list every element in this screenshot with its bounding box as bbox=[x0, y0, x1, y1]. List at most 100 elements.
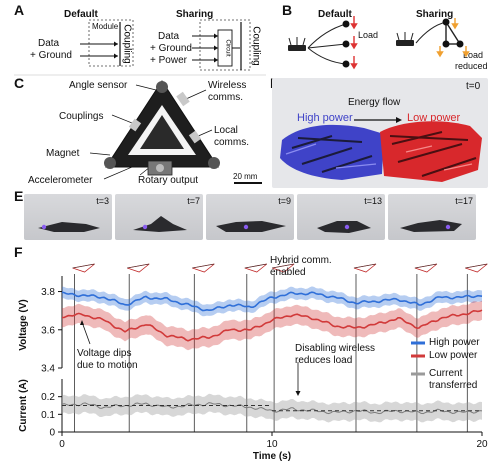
router-icon-sharing bbox=[396, 32, 414, 46]
node-sharing-2 bbox=[442, 40, 450, 48]
frame-robot-0 bbox=[38, 222, 100, 232]
panel-a-module-label: Module bbox=[92, 22, 119, 31]
panel-a-default-coupling: Coupling bbox=[121, 24, 132, 63]
legend-current-label-2: transferred bbox=[429, 380, 478, 391]
time-tick-label-2: 20 bbox=[476, 439, 488, 450]
panel-a-sharing-input-0: Data bbox=[158, 31, 180, 42]
label-rotary-output: Rotary output bbox=[138, 175, 199, 186]
frame-1: t=7 bbox=[115, 194, 203, 240]
voltage-series-1 bbox=[62, 309, 483, 342]
label-accelerometer: Accelerometer bbox=[28, 175, 93, 186]
pose-glyph-2 bbox=[192, 263, 215, 273]
label-scale: 20 mm bbox=[233, 172, 258, 181]
pose-glyph-5 bbox=[353, 263, 377, 273]
frame-3: t=13 bbox=[297, 194, 385, 240]
low-power-swarm bbox=[380, 121, 482, 182]
current-tick-label-0: 0.2 bbox=[41, 392, 55, 403]
node-default-3 bbox=[342, 60, 350, 68]
panel-b-load-label: Load bbox=[358, 30, 379, 40]
frame-time-0: t=3 bbox=[96, 196, 109, 206]
chart-f: 3.8 3.6 3.4 Voltage (V) 0.2 0.1 0 Current (A) 0 1… bbox=[18, 263, 488, 462]
time-tick-label-0: 0 bbox=[59, 439, 65, 450]
label-angle-sensor: Angle sensor bbox=[69, 80, 128, 91]
panel-b-default-title: Default bbox=[318, 9, 352, 20]
voltage-band-0 bbox=[62, 286, 482, 317]
panel-b-load-reduced-1: Load bbox=[463, 50, 484, 60]
label-magnet: Magnet bbox=[46, 148, 80, 159]
node-default-1 bbox=[342, 20, 350, 28]
voltage-tick-label-2: 3.4 bbox=[41, 364, 55, 375]
swarm-photo bbox=[272, 78, 488, 188]
panel-b-load-reduced-2: reduced bbox=[455, 61, 488, 71]
current-tick-label-1: 0.1 bbox=[41, 410, 55, 421]
frame-robot-2 bbox=[216, 221, 286, 232]
time-tick-label-1: 10 bbox=[266, 439, 278, 450]
frame-time-1: t=7 bbox=[187, 196, 200, 206]
label-wireless-comms: comms. bbox=[208, 92, 243, 103]
default-module-box bbox=[88, 19, 134, 67]
label-local-comms: comms. bbox=[214, 137, 249, 148]
annotation-disabling: Disabling wireless bbox=[295, 343, 376, 354]
annotation-hybrid-2: enabled bbox=[270, 267, 306, 278]
time-axis-label: Time (s) bbox=[253, 451, 291, 462]
current-band-0 bbox=[62, 393, 482, 423]
legend-current-label: Current bbox=[429, 368, 463, 379]
voltage-axis-label: Voltage (V) bbox=[18, 299, 29, 350]
panel-a-sharing-input-1: + Ground bbox=[150, 43, 192, 54]
panel-a-sharing-input-2: + Power bbox=[150, 55, 187, 66]
panel-a-circuit-label: Circuit bbox=[224, 39, 230, 56]
panel-a-default-input-1: + Ground bbox=[30, 50, 72, 61]
pose-glyph-7 bbox=[465, 263, 488, 273]
pose-glyph-edge-5 bbox=[353, 263, 377, 269]
panel-a-sharing-coupling: Coupling bbox=[250, 26, 261, 65]
panel-a-diagram: Circuit Coupling Coupling bbox=[14, 19, 266, 76]
pose-glyph-edge-0 bbox=[72, 263, 95, 269]
high-power-swarm bbox=[280, 124, 384, 180]
pose-glyph-edge-7 bbox=[465, 263, 488, 269]
frame-robot-4 bbox=[400, 220, 462, 232]
high-power-label: High power bbox=[297, 112, 353, 124]
annotation-disabling-2: reduces load bbox=[295, 355, 353, 366]
dips-arrowhead bbox=[80, 320, 84, 325]
annotation-dips-2: due to motion bbox=[77, 360, 138, 371]
module-photo bbox=[89, 80, 262, 184]
voltage-series-0 bbox=[61, 291, 483, 312]
annotation-dips: Voltage dips bbox=[77, 348, 132, 359]
label-couplings: Couplings bbox=[59, 111, 104, 122]
current-tick-label-2: 0 bbox=[49, 428, 55, 439]
frame-2: t=9 bbox=[206, 194, 294, 240]
frame-time-3: t=13 bbox=[364, 196, 382, 206]
panel-b-diagram bbox=[288, 16, 470, 70]
node-sharing-3 bbox=[456, 40, 464, 48]
pose-glyph-6 bbox=[414, 263, 438, 273]
pose-glyph-edge-4 bbox=[272, 263, 295, 269]
voltage-band-1 bbox=[62, 300, 482, 351]
frame-robot-1 bbox=[133, 216, 187, 232]
pose-glyph-edge-6 bbox=[414, 263, 437, 269]
router-icon-default bbox=[288, 37, 306, 51]
sharing-module-box bbox=[199, 19, 251, 71]
pose-glyph-1 bbox=[127, 263, 150, 273]
pose-glyph-edge-3 bbox=[244, 263, 267, 269]
panel-letter-c: C bbox=[14, 75, 25, 91]
panel-letter-f: F bbox=[14, 244, 23, 260]
node-default-2 bbox=[342, 40, 350, 48]
panel-a-default-input-0: Data bbox=[38, 38, 60, 49]
frame-robot-3 bbox=[317, 221, 371, 233]
pose-glyph-0 bbox=[72, 263, 95, 273]
annotation-hybrid: Hybrid comm. bbox=[270, 255, 332, 266]
panel-d-time: t=0 bbox=[466, 81, 481, 92]
voltage-tick-label-0: 3.8 bbox=[41, 287, 55, 298]
voltage-tick-label-1: 3.6 bbox=[41, 325, 55, 336]
frame-0: t=3 bbox=[24, 194, 112, 240]
disabling-arrowhead bbox=[295, 391, 301, 396]
label-local: Local bbox=[214, 125, 238, 136]
current-axis-label: Current (A) bbox=[18, 379, 29, 432]
panel-letter-b: B bbox=[282, 2, 293, 18]
pose-glyph-edge-2 bbox=[192, 263, 215, 269]
panel-a-default-title: Default bbox=[64, 9, 98, 20]
panel-letter-e: E bbox=[14, 188, 24, 204]
pose-glyph-edge-1 bbox=[127, 263, 150, 269]
frame-time-4: t=17 bbox=[455, 196, 473, 206]
frame-time-2: t=9 bbox=[278, 196, 291, 206]
